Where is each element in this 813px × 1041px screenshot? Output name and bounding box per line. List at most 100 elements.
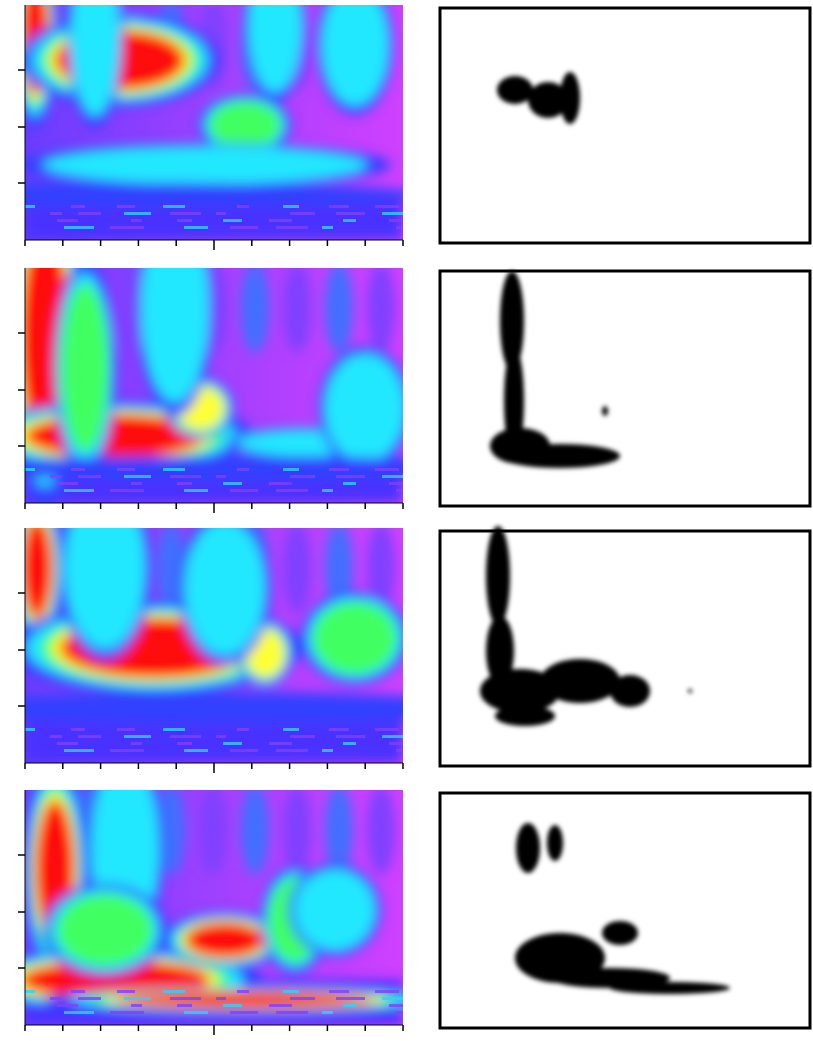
column [367,263,395,353]
column [199,785,227,875]
noise [290,475,315,478]
scalogram [0,0,424,240]
mask-blob [610,675,650,707]
column [367,785,395,875]
noise [177,1004,192,1007]
noise [57,482,78,485]
noise [396,749,422,752]
noise [131,219,142,222]
noise [177,482,192,485]
noise [322,226,333,229]
mask-blob [495,706,555,726]
noise [283,990,299,993]
noise [336,212,365,215]
column [283,263,311,353]
noise [276,489,308,492]
mask-blob [486,526,510,626]
noise [290,735,315,738]
mask-blob [688,689,692,693]
noise [216,475,226,478]
noise [343,742,356,745]
noise [336,997,365,1000]
noise [124,735,151,738]
noise [78,212,101,215]
noise [64,489,94,492]
noise [216,997,226,1000]
noise [223,482,242,485]
noise [71,990,85,993]
scalogram [0,742,447,1026]
noise [50,475,62,478]
noise [230,1011,258,1014]
blob [313,602,397,674]
low-band [25,718,403,763]
noise [375,468,399,471]
noise [375,990,399,993]
noise [329,728,349,731]
blob [21,518,53,618]
mask-frame [440,271,810,506]
noise [50,997,62,1000]
noise [50,735,62,738]
noise [322,1011,333,1014]
noise [396,1011,422,1014]
noise [230,226,258,229]
mask-blob [610,982,730,994]
noise [223,1004,242,1007]
noise [382,475,415,478]
noise [163,990,185,993]
blob [43,146,367,184]
noise [237,205,249,208]
noise [163,205,185,208]
noise [117,468,135,471]
noise [177,742,192,745]
noise [216,212,226,215]
noise [389,482,406,485]
noise [170,212,201,215]
noise [117,728,135,731]
noise [71,468,85,471]
mask-blob [540,659,620,703]
noise [343,482,356,485]
noise [25,728,35,731]
noise [382,735,415,738]
noise [117,990,135,993]
noise [25,990,35,993]
noise [382,997,415,1000]
noise [50,212,62,215]
mask-frame [440,8,810,243]
noise [216,735,226,738]
blob [141,214,209,403]
mask-blob [602,921,638,945]
noise [290,212,315,215]
blob [295,870,376,951]
scalogram [0,475,504,763]
blob [185,922,265,958]
column [241,785,269,875]
noise [131,1004,142,1007]
mask-blob [500,444,620,468]
noise [170,475,201,478]
noise [117,205,135,208]
noise [64,749,94,752]
noise [124,997,151,1000]
noise [283,468,299,471]
noise [110,489,144,492]
mask-blob [547,825,563,861]
blob [185,521,266,656]
noise [237,990,249,993]
noise [290,997,315,1000]
noise [25,468,35,471]
noise [184,749,208,752]
noise [237,728,249,731]
noise [343,1004,356,1007]
noise [163,728,185,731]
blob [209,101,281,149]
noise [131,482,142,485]
noise [230,489,258,492]
noise [223,219,242,222]
mask-blob [516,823,540,873]
noise [269,482,292,485]
column [241,263,269,353]
